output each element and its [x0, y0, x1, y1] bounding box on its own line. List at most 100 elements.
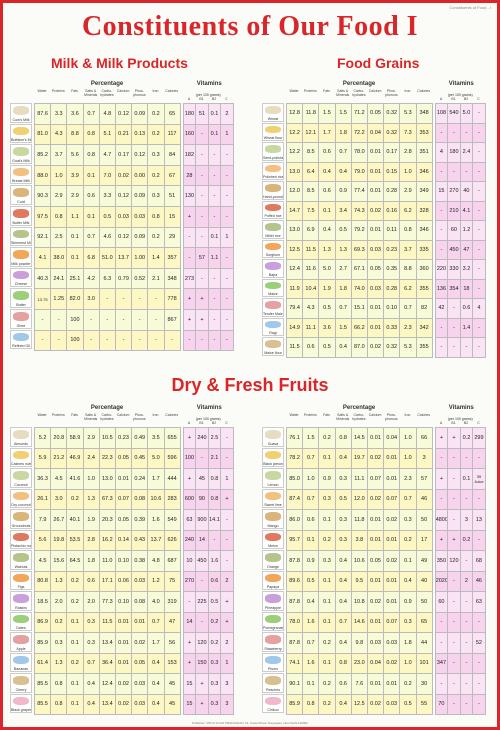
food-thumbnail: Pistachio nuts	[10, 529, 32, 549]
vitamin-cell: -	[195, 185, 209, 207]
percentage-cell: 86.9	[33, 611, 52, 633]
percentage-cell: 0.9	[302, 550, 320, 572]
vitamin-cell: 3.2	[459, 259, 474, 280]
percentage-cell: 11.6	[302, 259, 320, 280]
percentage-cell: -	[82, 329, 100, 352]
food-label: Peaches	[266, 687, 280, 692]
percentage-cell: 346	[415, 161, 433, 182]
food-image	[265, 553, 281, 562]
vitamin-cell: -	[447, 632, 461, 654]
column-header: Phos-phorous	[132, 89, 146, 97]
percentage-cell: 17.1	[98, 570, 116, 592]
per-100-grams-note: (per 100 grams)	[195, 417, 221, 421]
food-image	[265, 203, 281, 211]
vitamin-cell: -	[434, 447, 449, 469]
food-image	[13, 696, 29, 705]
percentage-cell: 0.7	[399, 298, 417, 319]
vitamin-cell: -	[472, 337, 486, 358]
vitamin-cell: -	[434, 632, 449, 654]
food-thumbnail: Melon	[262, 529, 284, 549]
percentage-cell: 12.8	[285, 103, 304, 124]
percentage-cell: 4.3	[302, 298, 320, 319]
food-image	[265, 125, 281, 133]
percentage-cell: 0.1	[318, 570, 336, 592]
percentage-cell: 12.2	[285, 142, 304, 163]
percentage-cell: 1.0	[399, 161, 417, 182]
food-image	[265, 471, 281, 480]
vitamin-cell: 240	[195, 427, 209, 449]
vitamin-cell: +	[182, 468, 197, 490]
food-label: Cherry	[15, 687, 27, 692]
percentage-cell: 335	[415, 239, 433, 260]
vitamin-cell: -	[472, 693, 486, 715]
percentage-cell: 0.02	[366, 591, 385, 613]
table-row: 14.9 11.1 3.6 1.5 66.2 0.01 0.33 2.3 342- -1.4-	[285, 317, 486, 338]
vitamin-cell: -	[447, 317, 461, 338]
food-image	[265, 655, 281, 664]
percentage-cell: 0.01	[366, 161, 385, 182]
food-thumbnail: Butter	[10, 288, 32, 308]
percentage-cell: 80.8	[33, 570, 52, 592]
percentage-cell: 0.9	[334, 181, 352, 202]
table-row: 97.5 0.8 1.1 0.1 0.5 0.03 0.03 0.8 15 + - - -	[33, 205, 234, 228]
percentage-cell: -	[50, 329, 68, 352]
percentage-cell: 4.7	[98, 144, 116, 166]
column-header: B1	[199, 421, 204, 425]
percentage-cell: 74.0	[350, 278, 368, 299]
food-thumbnail: Chikoo	[262, 693, 284, 713]
vitamin-cell: +	[220, 611, 234, 633]
percentage-cell: 2.4	[82, 447, 100, 469]
table-row: 12.4 11.6 5.0 2.7 67.1 0.05 0.35 8.8 360 220 330 3.…	[285, 259, 486, 280]
column-header: Calcium	[116, 413, 130, 417]
percentage-cell: 0.07	[114, 488, 133, 510]
food-label: Chikoo	[267, 708, 279, 712]
percentage-cell: 0.03	[366, 239, 385, 260]
vitamin-cell: -	[434, 337, 449, 358]
vitamin-cell: -	[195, 144, 209, 166]
vitamin-cell: 1	[220, 226, 234, 249]
table-row: 85.5 0.8 0.1 0.4 13.4 0.02 0.03 0.4 45 15 +0.3 3	[33, 693, 234, 715]
percentage-cell: 72.2	[350, 122, 368, 143]
vitamin-cell: -	[447, 693, 461, 715]
food-image	[13, 167, 29, 177]
percentage-cell: 0.6	[82, 185, 100, 207]
vitamin-cell: -	[207, 308, 222, 331]
percentage-cell: 0.1	[318, 652, 336, 674]
column-header: B2	[211, 97, 217, 101]
percentage-cell: 4.5	[33, 550, 52, 572]
percentage-cell: 0.05	[114, 509, 133, 531]
food-label: Goat's Milk	[12, 158, 30, 163]
percentage-cell: 1.7	[318, 122, 336, 143]
percentage-cell: 0.08	[131, 591, 149, 613]
percentage-cell: 0.3	[147, 185, 165, 207]
table-row: 13.0 6.4 0.4 0.4 79.0 0.01 0.15 1.0 346- - - -	[285, 161, 486, 182]
percentage-cell: 15	[163, 205, 181, 228]
vitamin-cell: -	[459, 652, 474, 674]
vitamin-cell: 2.1	[207, 447, 222, 469]
food-thumbnail: Cherry	[10, 673, 32, 693]
food-label: Curd	[17, 199, 25, 204]
percentage-cell: 19.7	[350, 447, 368, 469]
percentage-cell: 0.7	[147, 611, 165, 633]
vitamin-cell: -	[207, 185, 222, 207]
column-header: C	[225, 421, 228, 425]
percentage-cell: 0.8	[147, 205, 165, 228]
vitamin-cell: 120	[447, 550, 461, 572]
percentage-cell: 8.5	[302, 181, 320, 202]
vitamins-header: Vitamins	[196, 81, 222, 87]
percentage-cell: 5.2	[33, 427, 52, 449]
vitamin-cell: 39 Juice	[472, 468, 486, 490]
vitamin-cell: -	[434, 488, 449, 510]
food-label: Pistachio nuts	[11, 544, 31, 548]
percentage-cell: 2.8	[82, 529, 100, 551]
percentage-cell: 25.1	[66, 267, 84, 290]
percentage-cell: 6.9	[302, 220, 320, 241]
percentage-cell: 0.01	[366, 317, 385, 338]
column-header: Proteins	[303, 413, 317, 417]
percentage-cell: 0.07	[383, 611, 401, 633]
percentage-cell: 0.1	[66, 632, 84, 654]
table-row: 85.9 0.8 0.2 0.4 12.5 0.02 0.03 0.5 55 70- - -	[285, 693, 486, 715]
vitamin-cell: -	[472, 652, 486, 674]
percentage-cell: 89.6	[285, 570, 304, 592]
column-header: Calories	[165, 413, 179, 417]
